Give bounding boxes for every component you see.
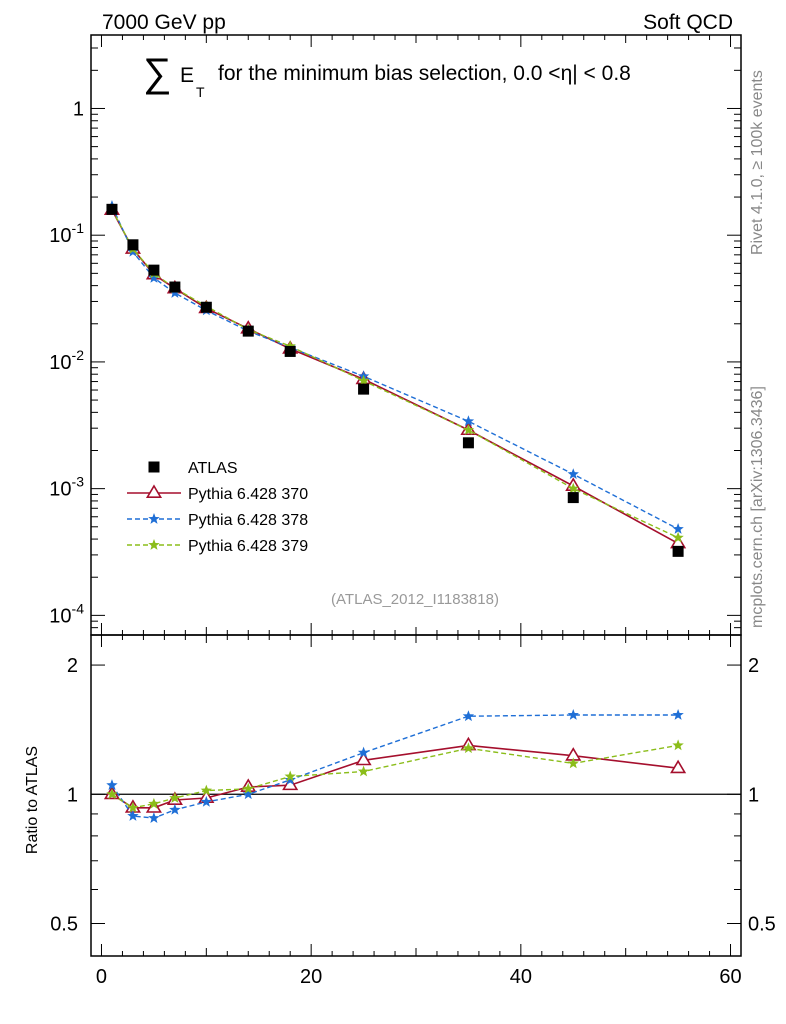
main-point-atlas — [462, 437, 474, 449]
main-point-atlas — [358, 383, 370, 395]
ratio-point-p378 — [169, 803, 181, 815]
main-point-atlas — [284, 345, 296, 357]
ratio-point-p379 — [106, 788, 118, 800]
ratio-point-p370 — [670, 759, 687, 774]
ratio-line-p379 — [111, 744, 679, 809]
legend-marker-p378 — [148, 513, 160, 524]
ratio-line-p378 — [111, 714, 679, 819]
ratio-point-p378 — [148, 812, 160, 823]
main-y-tick-label: 10-3 — [49, 474, 84, 501]
legend-label-atlas: ATLAS — [188, 460, 238, 477]
ratio-point-p378 — [672, 709, 684, 720]
main-point-p378 — [148, 271, 160, 283]
ratio-point-p370 — [145, 799, 162, 813]
legend-marker-atlas — [148, 461, 160, 473]
main-point-atlas — [127, 239, 139, 251]
legend-label-p370: Pythia 6.428 370 — [188, 486, 308, 503]
main-point-p378 — [672, 523, 684, 534]
ratio-point-p370 — [355, 751, 372, 766]
ratio-point-p378 — [284, 773, 296, 785]
legend-item-p379: Pythia 6.428 379 — [127, 538, 308, 555]
ratio-point-p379 — [200, 784, 213, 796]
ratio-x-tick-label: 0 — [96, 966, 107, 988]
main-point-atlas — [567, 492, 579, 504]
legend-marker-p370 — [145, 484, 163, 498]
header-energy-label: 7000 GeV pp — [102, 11, 226, 34]
main-series-layer — [103, 199, 687, 557]
main-axes: 10-4 10-3 10-2 10-1 1 — [49, 35, 741, 636]
ratio-point-p378 — [357, 746, 370, 758]
ratio-y-tick-label: 0.5 — [50, 913, 78, 935]
ratio-y-axis-label: Ratio to ATLAS — [24, 746, 41, 854]
ratio-y-tick-label-right: 2 — [748, 655, 759, 677]
title-text: for the minimum bias selection, 0.0 <η| … — [218, 62, 631, 85]
legend-item-p378: Pythia 6.428 378 — [127, 512, 308, 529]
ratio-point-p378 — [242, 788, 254, 800]
legend-label-p378: Pythia 6.428 378 — [188, 512, 308, 529]
ratio-point-p379 — [127, 801, 139, 813]
ratio-point-p379 — [357, 765, 370, 777]
main-point-p378 — [462, 415, 475, 427]
main-point-p378 — [567, 468, 579, 480]
main-point-atlas — [200, 301, 212, 313]
ratio-series-p379 — [106, 739, 684, 813]
main-point-p379 — [284, 340, 296, 352]
ratio-x-tick-label: 40 — [510, 966, 532, 988]
main-series-atlas — [106, 203, 684, 557]
ratio-point-p378 — [462, 710, 475, 722]
ratio-y-tick-label-right: 0.5 — [748, 913, 776, 935]
ratio-point-p370 — [282, 776, 299, 791]
header-process-label: Soft QCD — [643, 11, 733, 34]
ratio-series-p378 — [106, 709, 684, 823]
legend: ATLAS Pythia 6.428 370 Pythia 6.428 378 Pyt… — [127, 460, 308, 555]
legend-marker-p379 — [148, 539, 160, 550]
ratio-y-tick-label: 2 — [67, 655, 78, 677]
main-series-p378 — [106, 199, 684, 534]
main-point-atlas — [169, 281, 181, 293]
ratio-point-p379 — [284, 770, 296, 782]
mcplots-source-label: mcplots.cern.ch [arXiv:1306.3436] — [749, 386, 766, 628]
ratio-point-p378 — [127, 810, 139, 821]
main-point-atlas — [106, 203, 118, 215]
ratio-point-p379 — [242, 782, 254, 794]
ratio-x-tick-label: 60 — [719, 966, 741, 988]
main-point-atlas — [148, 264, 160, 276]
main-line-p378 — [111, 205, 679, 530]
ratio-point-p378 — [567, 709, 579, 720]
main-point-p379 — [567, 482, 579, 494]
main-point-atlas — [242, 325, 254, 337]
ratio-x-tick-label: 20 — [300, 966, 322, 988]
sum-symbol: ∑ — [143, 51, 172, 95]
ratio-axes: 0 20 40 60 0.5 0.5 1 1 2 2 — [50, 635, 776, 988]
ratio-point-p379 — [169, 792, 181, 803]
ratio-line-p370 — [111, 744, 679, 809]
ratio-point-p379 — [148, 797, 160, 809]
main-point-p379 — [462, 424, 475, 435]
main-y-tick-label: 10-2 — [49, 347, 84, 374]
ratio-series-layer — [103, 709, 687, 823]
legend-label-p379: Pythia 6.428 379 — [188, 538, 308, 555]
main-y-tick-label: 10-1 — [49, 220, 84, 247]
main-point-p379 — [357, 374, 370, 386]
ratio-point-p378 — [200, 795, 213, 807]
analysis-id-label: (ATLAS_2012_I1183818) — [331, 591, 499, 608]
rivet-version-label: Rivet 4.1.0, ≥ 100k events — [749, 70, 766, 255]
main-y-tick-label: 1 — [73, 98, 84, 120]
legend-item-atlas: ATLAS — [148, 460, 238, 477]
main-y-tick-label: 10-4 — [49, 600, 84, 627]
ratio-series-p370 — [103, 736, 687, 813]
legend-item-p370: Pythia 6.428 370 — [127, 484, 308, 503]
title-e-letter: E — [180, 64, 194, 87]
title-t-subscript: T — [196, 84, 205, 100]
ratio-point-p379 — [672, 739, 684, 751]
ratio-y-tick-label-right: 1 — [748, 784, 759, 806]
main-point-p379 — [672, 531, 684, 543]
ratio-point-p379 — [567, 757, 579, 769]
main-point-atlas — [672, 545, 684, 557]
ratio-y-tick-label: 1 — [67, 784, 78, 806]
ratio-point-p379 — [462, 742, 475, 754]
ratio-point-p378 — [106, 779, 118, 791]
plot-title: ∑ E T for the minimum bias selection, 0.… — [143, 51, 631, 100]
